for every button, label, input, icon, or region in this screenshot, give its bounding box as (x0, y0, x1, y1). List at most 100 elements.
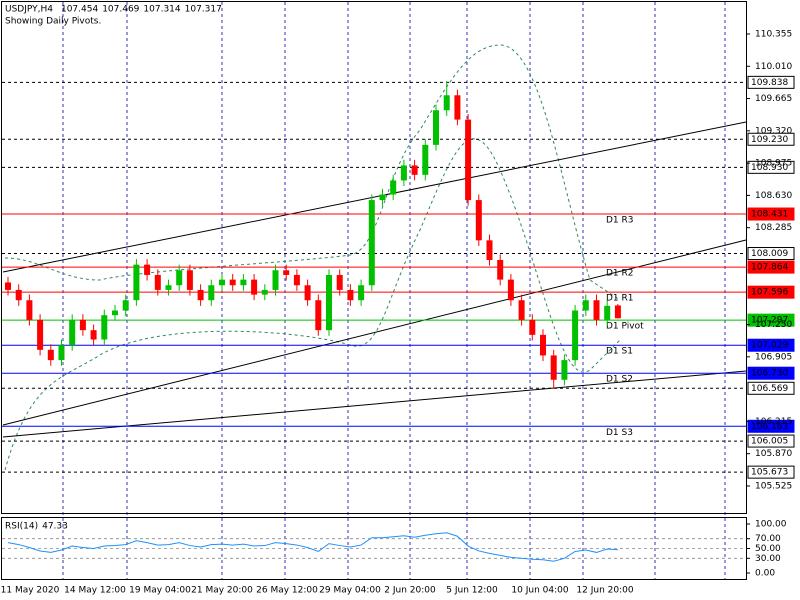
level-label: 109.838 (751, 78, 788, 88)
pivot-name: D1 R1 (606, 294, 634, 304)
level-box (747, 381, 795, 395)
candle-body (486, 240, 493, 260)
candle-body (47, 349, 54, 361)
x-tick-label: 10 Jun 04:00 (511, 586, 568, 596)
x-tick-label: 14 May 12:00 (64, 586, 126, 596)
candle-body (5, 282, 11, 290)
pivot-name: D1 S3 (606, 428, 633, 438)
subtitle: Showing Daily Pivots. (5, 17, 101, 27)
candle-body (582, 300, 589, 311)
x-tick-label: 12 Jun 20:00 (576, 586, 633, 596)
pivot-name: D1 Pivot (606, 322, 644, 332)
candle-body (261, 289, 268, 295)
candle-body (400, 165, 407, 181)
candle-body (240, 279, 247, 286)
y-tick-label: 105.870 (755, 449, 792, 459)
candle-body (454, 95, 461, 120)
level-label: 107.029 (751, 341, 788, 351)
candle-body (251, 279, 258, 295)
candle-body (283, 270, 290, 275)
candle-body (497, 259, 504, 280)
candle-body (604, 305, 611, 320)
candle-body (433, 110, 439, 145)
candle-body (390, 180, 397, 195)
candle-body (443, 95, 450, 111)
pivot-name: D1 R2 (606, 269, 634, 279)
candle-body (133, 264, 140, 301)
candle-body (197, 289, 204, 301)
quote-high: 107.469 (102, 5, 139, 15)
candle-body (165, 285, 172, 290)
x-tick-label: 5 Jun 12:00 (446, 586, 498, 596)
candle-body (58, 345, 65, 361)
candle-body (304, 285, 311, 301)
candle-body (101, 315, 108, 340)
level-box (747, 313, 795, 327)
rsi-tick-label: 50.00 (755, 544, 781, 554)
candle-body (572, 310, 579, 361)
candle-body (112, 310, 118, 316)
pivot-name: D1 S2 (606, 375, 633, 385)
candle-body (144, 264, 151, 275)
rsi-current: 47.33 (42, 522, 68, 532)
x-tick-label: 21 May 20:00 (191, 586, 253, 596)
candle-body (465, 119, 472, 201)
x-tick-label: 29 May 04:00 (319, 586, 381, 596)
x-tick-label: 26 May 12:00 (256, 586, 318, 596)
candle-body (368, 200, 375, 286)
y-tick-label: 108.630 (755, 191, 792, 201)
candle-body (219, 279, 225, 286)
x-tick-label: 2 Jun 20:00 (384, 586, 436, 596)
candle-body (358, 285, 365, 301)
level-label: 106.730 (751, 369, 788, 379)
candle-body (411, 165, 418, 175)
bollinger-upper (4, 44, 621, 301)
candle-body (379, 194, 386, 201)
rsi-tick-label: 100.00 (755, 519, 787, 529)
rsi-title: RSI(14) (5, 522, 38, 532)
level-label: 107.297 (751, 316, 788, 326)
candle-body (614, 305, 621, 319)
y-tick-label: 108.285 (755, 223, 792, 233)
y-tick-label: 109.665 (755, 94, 792, 104)
level-label: 107.596 (751, 288, 788, 298)
candle-body (550, 355, 557, 380)
candle-body (176, 270, 183, 286)
candle-body (26, 300, 33, 320)
level-box (747, 247, 795, 261)
level-box (747, 75, 795, 89)
candle-body (69, 319, 76, 346)
quote-open: 107.454 (61, 5, 98, 15)
level-box (747, 160, 795, 174)
candle-body (315, 300, 322, 331)
level-label: 108.009 (751, 249, 788, 259)
level-box (747, 132, 795, 146)
rsi-line (7, 532, 618, 562)
candle-body (326, 274, 332, 331)
candles (5, 81, 621, 389)
bollinger-lower (4, 138, 621, 471)
level-box (747, 207, 795, 221)
candle-body (518, 300, 525, 320)
candle-body (347, 289, 354, 301)
y-tick-label: 110.010 (755, 62, 792, 72)
candle-body (90, 330, 97, 340)
level-label: 108.431 (751, 210, 788, 220)
y-tick-label: 106.215 (755, 417, 792, 427)
candle-body (122, 300, 129, 311)
pivot-name: D1 S1 (606, 347, 633, 357)
candle-body (37, 319, 44, 350)
level-labels: 109.838 109.230 108.930 108.431 108.009 107.8… (747, 75, 795, 479)
level-label: 105.673 (751, 468, 788, 478)
level-label: 108.930 (751, 163, 788, 173)
candle-body (422, 144, 429, 175)
y-tick-label: 105.525 (755, 481, 792, 491)
main-panel-frame (1, 1, 747, 514)
level-label: 106.569 (751, 384, 788, 394)
candle-body (561, 360, 568, 380)
trendline (2, 121, 747, 273)
level-label: 106.005 (751, 437, 788, 447)
